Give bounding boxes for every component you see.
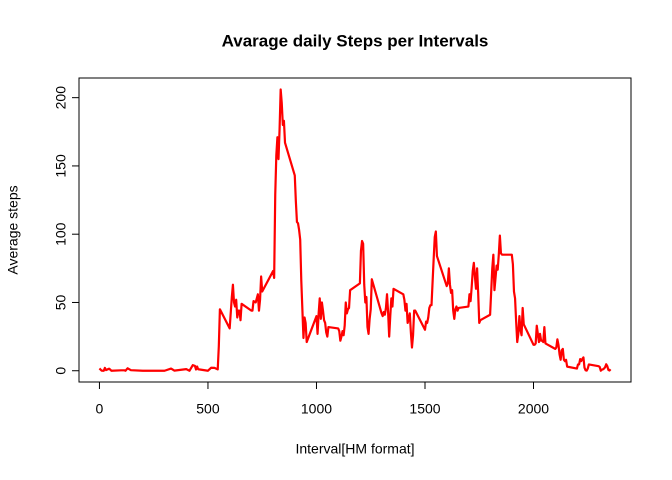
- x-tick-label: 1500: [409, 401, 440, 417]
- y-tick-label: 0: [53, 367, 69, 375]
- data-line: [98, 88, 612, 372]
- x-tick-label: 2000: [518, 401, 549, 417]
- chart-title: Avarage daily Steps per Intervals: [222, 31, 489, 50]
- y-tick-label: 100: [53, 222, 69, 246]
- y-tick-label: 150: [53, 154, 69, 178]
- y-axis-label: Average steps: [5, 185, 21, 274]
- x-tick-label: 1000: [301, 401, 332, 417]
- x-tick-label: 0: [96, 401, 104, 417]
- y-tick-label: 200: [53, 86, 69, 110]
- y-tick-label: 50: [53, 294, 69, 310]
- x-axis-label: Interval[HM format]: [295, 441, 414, 457]
- x-tick-label: 500: [196, 401, 220, 417]
